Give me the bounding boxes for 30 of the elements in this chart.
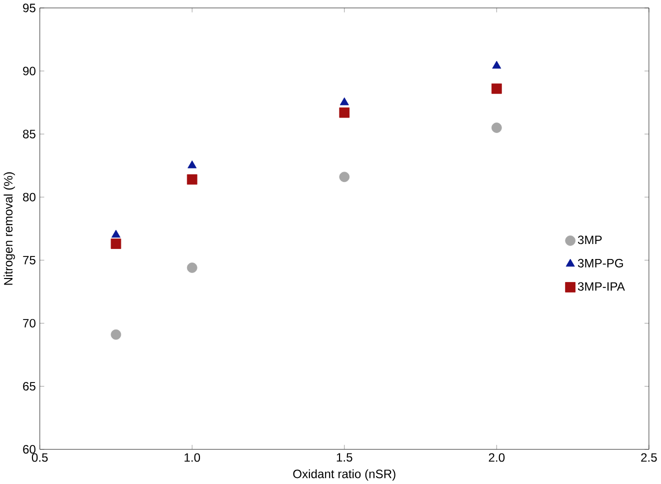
y-tick-label: 70 <box>23 318 36 328</box>
x-tick-label: 0.5 <box>32 453 48 462</box>
y-tick-label: 80 <box>23 192 36 202</box>
point <box>186 174 198 184</box>
legend-label: 3MP-IPA <box>578 282 625 291</box>
point <box>491 122 502 133</box>
point <box>110 238 122 249</box>
point <box>111 230 120 238</box>
point <box>491 83 502 94</box>
y-tick-label: 75 <box>23 256 36 264</box>
y-tick-label: 90 <box>23 66 36 76</box>
point <box>340 97 349 106</box>
y-axis-title: Nitrogen removal (%) <box>4 172 15 285</box>
x-tick-label: 1.0 <box>184 453 200 462</box>
x-axis-title: Oxidant ratio (nSR) <box>293 469 396 480</box>
point <box>110 329 122 340</box>
x-tick-label: 2.5 <box>641 453 657 462</box>
point <box>339 107 350 118</box>
x-tick-label: 2.0 <box>488 453 505 462</box>
legend-label: 3MP <box>578 236 602 244</box>
point <box>186 262 198 273</box>
y-tick-label: 65 <box>23 382 36 390</box>
point <box>188 160 197 168</box>
x-tick-label: 1.5 <box>336 453 352 462</box>
y-tick-label: 85 <box>23 130 36 138</box>
point <box>492 60 502 69</box>
legend-label: 3MP-PG <box>578 258 623 268</box>
y-tick-label: 60 <box>23 444 36 454</box>
point <box>339 172 350 182</box>
y-tick-label: 95 <box>23 4 36 12</box>
